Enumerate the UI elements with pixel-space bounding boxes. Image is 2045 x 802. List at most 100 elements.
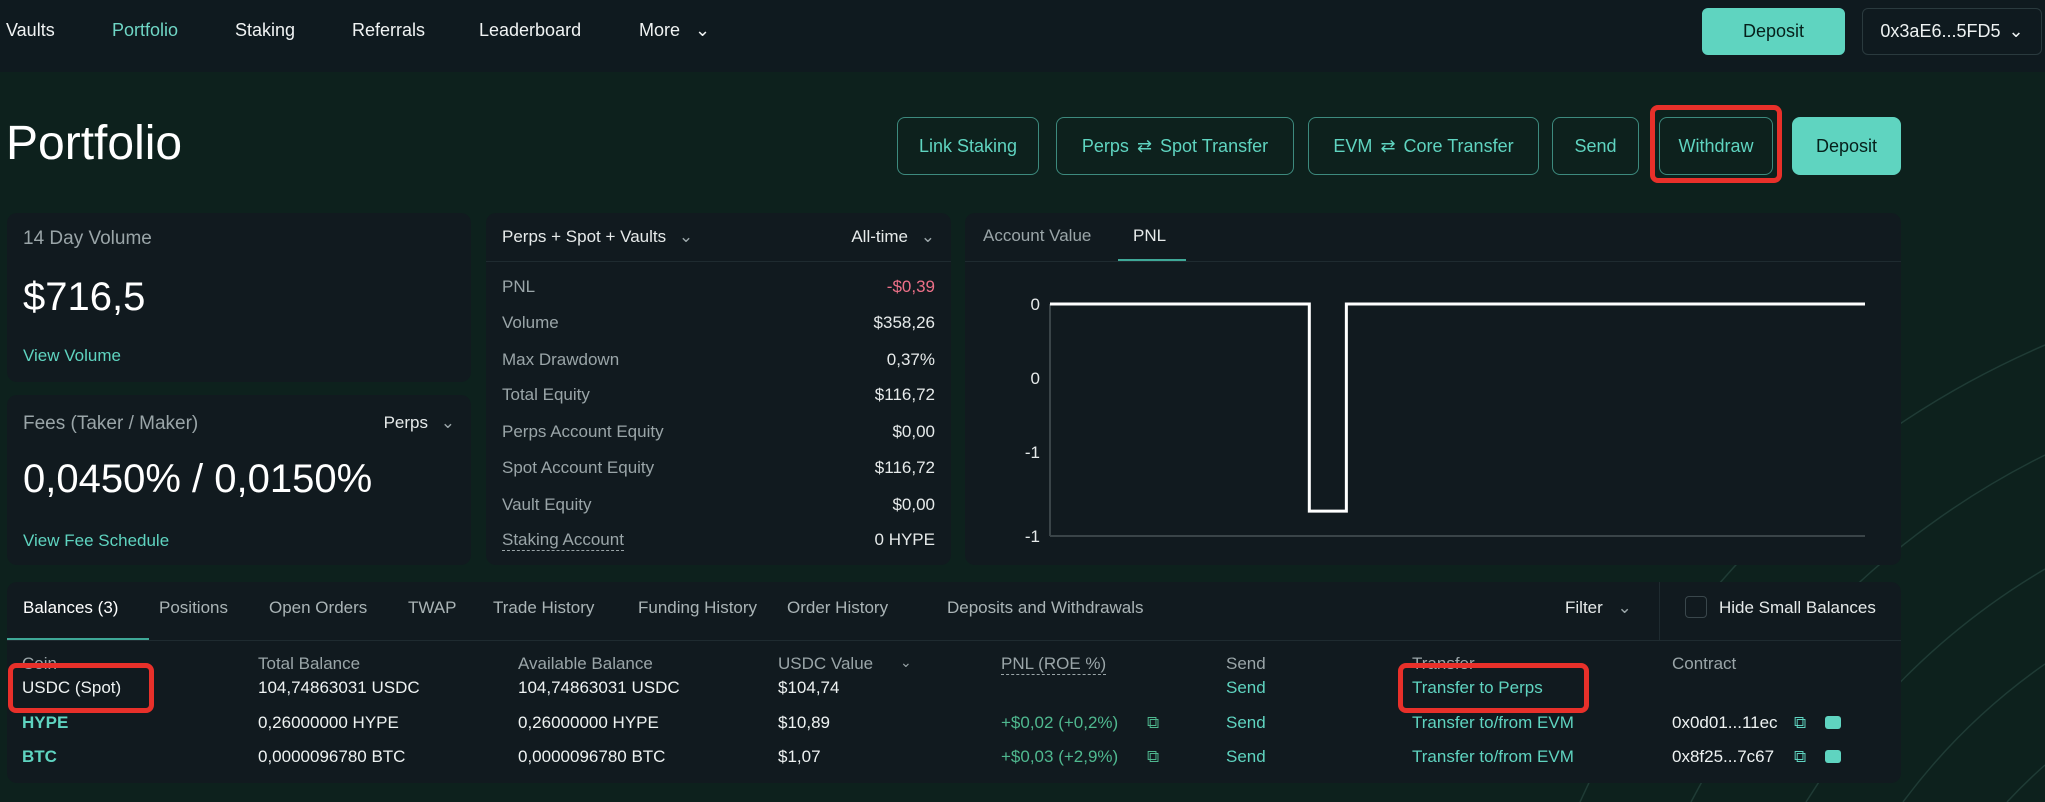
volume-card: 14 Day Volume $716,5 View Volume (7, 213, 471, 382)
column-header[interactable]: PNL (ROE %) (1001, 654, 1107, 675)
total-balance-cell: 0,0000096780 BTC (258, 747, 406, 766)
summary-row: PNL -$0,39 (502, 277, 935, 297)
wallet-icon[interactable] (1825, 750, 1841, 763)
nav-deposit-button[interactable]: Deposit (1702, 8, 1845, 55)
transfer-link[interactable]: Transfer to/from EVM (1412, 713, 1574, 732)
wallet-address: 0x3aE6...5FD5 (1880, 21, 2001, 41)
column-header: Contract (1672, 654, 1737, 673)
fees-market-select[interactable]: Perps ⌄ (384, 413, 455, 433)
chevron-down-icon: ⌄ (678, 227, 694, 246)
view-fee-schedule-link[interactable]: View Fee Schedule (23, 531, 170, 550)
available-balance-cell: 0,26000000 HYPE (518, 713, 659, 732)
summary-value: $0,00 (892, 422, 935, 441)
pnl-cell: +$0,03 (+2,9%) (1001, 747, 1119, 766)
filter-dropdown[interactable]: Filter ⌄ (1565, 598, 1632, 618)
nav-vaults[interactable]: Vaults (6, 20, 55, 40)
send-link[interactable]: Send (1226, 678, 1266, 697)
scope-select[interactable]: Perps + Spot + Vaults ⌄ (502, 227, 693, 247)
tab-open-orders[interactable]: Open Orders (269, 598, 368, 617)
wallet-address-button[interactable]: 0x3aE6...5FD5 ⌄ (1862, 8, 2042, 55)
wallet-icon[interactable] (1825, 716, 1841, 729)
nav-leaderboard[interactable]: Leaderboard (479, 20, 582, 40)
available-balance-cell: 0,0000096780 BTC (518, 747, 666, 766)
page-title: Portfolio (6, 117, 183, 170)
summary-row: Staking Account 0 HYPE (502, 530, 935, 551)
external-link-icon[interactable]: ⧉ (1147, 713, 1160, 732)
summary-value: 0,37% (886, 350, 935, 369)
contract-address[interactable]: 0x8f25...7c67 (1672, 747, 1775, 766)
tab-funding-history[interactable]: Funding History (638, 598, 758, 617)
transfer-link[interactable]: Transfer to Perps (1412, 678, 1543, 697)
chevron-down-icon: ⌄ (2008, 21, 2024, 41)
y-tick-label: 0 (1031, 369, 1040, 388)
annotation-highlight-usdc (8, 663, 154, 713)
label-perps: Perps (1081, 135, 1129, 156)
swap-arrows-icon: ⇄ (1136, 135, 1153, 156)
tab-order-history[interactable]: Order History (787, 598, 889, 617)
summary-card: Perps + Spot + Vaults ⌄ All-time ⌄ PNL -$… (486, 213, 951, 565)
coin-cell[interactable]: BTC (22, 747, 57, 766)
tab-pnl[interactable]: PNL (1133, 226, 1167, 245)
hide-small-balances-checkbox[interactable] (1685, 596, 1707, 618)
chevron-down-icon: ⌄ (1617, 598, 1632, 617)
chevron-down-icon: ⌄ (695, 20, 711, 40)
deposit-button[interactable]: Deposit (1792, 117, 1901, 175)
send-button[interactable]: Send (1552, 117, 1639, 175)
usdc-value-cell: $10,89 (778, 713, 830, 732)
tab-account-value[interactable]: Account Value (983, 226, 1092, 245)
send-link[interactable]: Send (1226, 747, 1266, 766)
fees-label: Fees (Taker / Maker) (23, 413, 199, 434)
coin-cell: USDC (Spot) (22, 678, 122, 697)
divider (1659, 582, 1660, 640)
chevron-down-icon: ⌄ (920, 227, 935, 246)
scope-value: Perps + Spot + Vaults (502, 227, 667, 246)
summary-label: Max Drawdown (502, 350, 620, 369)
coin-cell[interactable]: HYPE (22, 713, 69, 732)
total-balance-cell: 0,26000000 HYPE (258, 713, 399, 732)
nav-portfolio[interactable]: Portfolio (112, 20, 179, 40)
column-header[interactable]: USDC Value (778, 654, 874, 673)
tab-trade-history[interactable]: Trade History (493, 598, 595, 617)
summary-label[interactable]: Staking Account (502, 530, 624, 551)
usdc-value-cell: $1,07 (778, 747, 821, 766)
tab-twap[interactable]: TWAP (408, 598, 457, 617)
summary-value: $0,00 (892, 495, 935, 514)
hide-small-balances-label: Hide Small Balances (1719, 598, 1876, 617)
fees-value: 0,0450% / 0,0150% (23, 457, 373, 501)
filter-label: Filter (1565, 598, 1603, 617)
tab-deposits-and-withdrawals[interactable]: Deposits and Withdrawals (947, 598, 1144, 617)
divider (7, 640, 1901, 641)
summary-label: PNL (502, 277, 536, 296)
send-link[interactable]: Send (1226, 713, 1266, 732)
summary-row: Perps Account Equity $0,00 (502, 422, 935, 442)
evm-core-transfer-button[interactable]: EVM ⇄ Core Transfer (1308, 117, 1539, 175)
withdraw-button[interactable]: Withdraw (1659, 117, 1773, 175)
perps-spot-transfer-button[interactable]: Perps ⇄ Spot Transfer (1056, 117, 1294, 175)
link-staking-button[interactable]: Link Staking (897, 117, 1039, 175)
summary-label: Vault Equity (502, 495, 592, 514)
external-link-icon[interactable]: ⧉ (1147, 747, 1160, 766)
total-balance-cell: 104,74863031 USDC (258, 678, 420, 697)
transfer-link[interactable]: Transfer to/from EVM (1412, 747, 1574, 766)
label-spot-transfer: Spot Transfer (1160, 135, 1269, 156)
external-link-icon[interactable]: ⧉ (1794, 713, 1807, 732)
contract-address[interactable]: 0x0d01...11ec (1672, 713, 1778, 732)
nav-staking[interactable]: Staking (235, 20, 296, 40)
external-link-icon[interactable]: ⧉ (1794, 747, 1807, 766)
column-header: Available Balance (518, 654, 653, 673)
summary-value: $116,72 (874, 385, 935, 404)
view-volume-link[interactable]: View Volume (23, 346, 121, 365)
pnl-series-line (1050, 302, 1865, 513)
tab-balances-3[interactable]: Balances (3) (23, 598, 119, 617)
volume-value: $716,5 (23, 275, 146, 319)
range-select[interactable]: All-time ⌄ (851, 227, 935, 247)
fees-market-value: Perps (383, 413, 429, 432)
summary-value: $358,26 (873, 313, 935, 332)
summary-label: Volume (502, 313, 559, 332)
nav-more[interactable]: More ⌄ (639, 20, 710, 41)
summary-row: Max Drawdown 0,37% (502, 350, 935, 370)
nav-referrals[interactable]: Referrals (352, 20, 426, 40)
tab-positions[interactable]: Positions (159, 598, 228, 617)
label-core-transfer: Core Transfer (1403, 135, 1514, 156)
annotation-highlight-withdraw (1650, 105, 1782, 183)
